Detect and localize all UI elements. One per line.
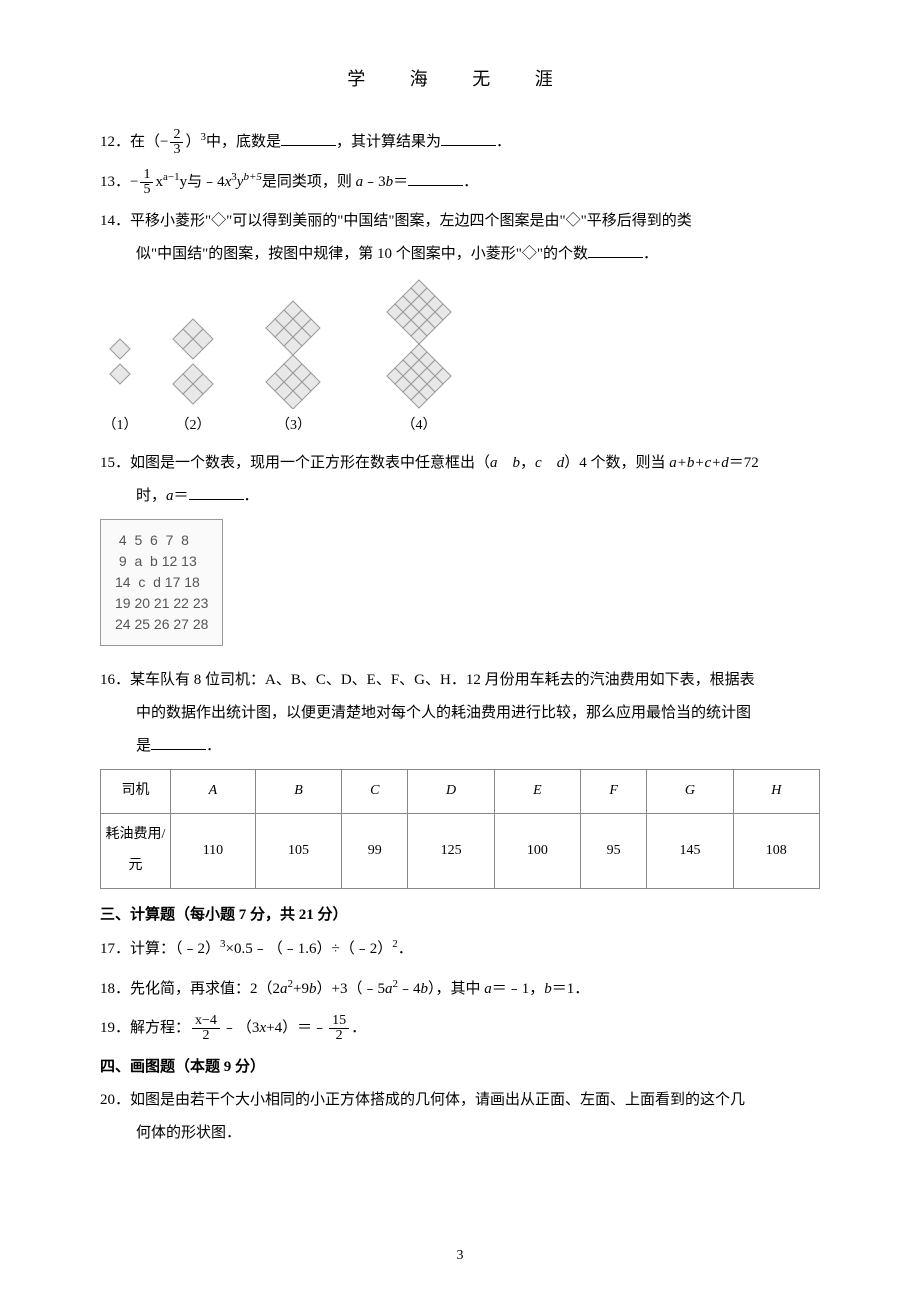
pattern-4: （4）	[359, 279, 479, 442]
question-18: 18．先化简，再求值：2（2a2+9b）+3（﹣5a2﹣4b），其中 a＝﹣1，…	[100, 972, 820, 1006]
question-19: 19．解方程：x−42﹣（3x+4）＝﹣152．	[100, 1012, 820, 1045]
question-16: 16．某车队有 8 位司机：A、B、C、D、E、F、G、H．12 月份用车耗去的…	[100, 664, 820, 888]
question-20: 20．如图是由若干个大小相同的小正方体搭成的几何体，请画出从正面、左面、上面看到…	[100, 1084, 820, 1150]
blank	[588, 243, 643, 258]
pattern-figures: （1） （2） （3）	[100, 279, 820, 442]
blank	[408, 171, 463, 186]
question-15: 15．如图是一个数表，现用一个正方形在数表中任意框出（a b，c d）4 个数，…	[100, 447, 820, 658]
pattern-2: （2）	[158, 309, 228, 442]
question-13: 13．−15xa−1y与﹣4x3yb+5是同类项，则 a﹣3b＝．	[100, 165, 820, 199]
q19-frac1: x−42	[192, 1014, 220, 1043]
blank	[441, 131, 496, 146]
blank	[189, 485, 244, 500]
q19-frac2: 152	[329, 1014, 349, 1043]
question-17: 17．计算：（﹣2）3×0.5﹣（﹣1.6）÷（﹣2）2．	[100, 932, 820, 966]
section-4-heading: 四、画图题（本题 9 分）	[100, 1051, 820, 1084]
section-3-heading: 三、计算题（每小题 7 分，共 21 分）	[100, 899, 820, 932]
pattern-1: （1）	[100, 309, 140, 442]
page-number: 3	[0, 1241, 920, 1272]
number-grid: 4 5 6 7 8 9 a b 12 13 14 c d 17 18 19 20…	[100, 519, 223, 646]
question-14: 14．平移小菱形"◇"可以得到美丽的"中国结"图案，左边四个图案是由"◇"平移后…	[100, 205, 820, 442]
page-header: 学 海 无 涯	[100, 60, 820, 100]
table-header-row: 司机 A B C D E F G H	[101, 770, 820, 814]
pattern-3: （3）	[246, 299, 341, 442]
question-12: 12．在（−23）3中，底数是，其计算结果为．	[100, 125, 820, 159]
q12-prefix: 12．在（	[100, 134, 160, 150]
q13-fraction: 15	[140, 168, 153, 197]
fuel-cost-table: 司机 A B C D E F G H 耗油费用/元 110 105 99 125…	[100, 769, 820, 888]
blank	[151, 735, 206, 750]
q12-fraction: 23	[170, 128, 183, 157]
table-data-row: 耗油费用/元 110 105 99 125 100 95 145 108	[101, 814, 820, 889]
blank	[281, 131, 336, 146]
